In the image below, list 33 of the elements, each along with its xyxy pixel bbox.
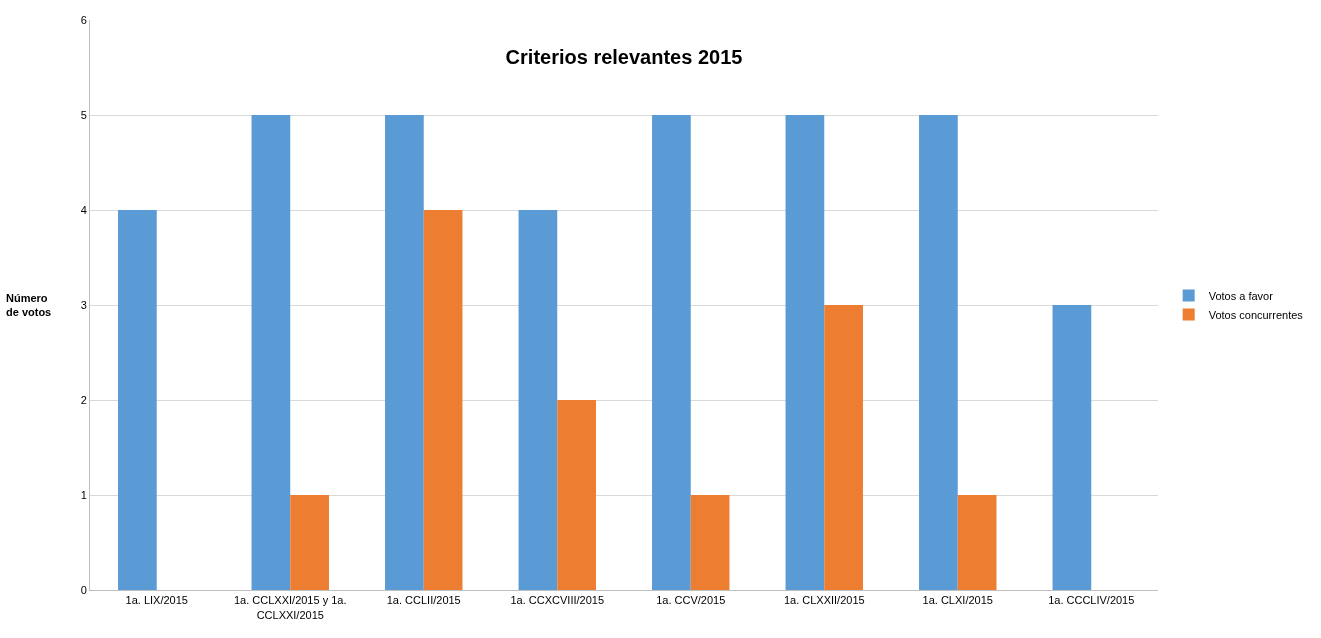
bar [824,305,863,590]
y-axis-title: Número de votos [6,292,52,319]
legend-label: Votos concurrentes [1208,308,1304,321]
bar [290,495,329,590]
bar [423,210,463,590]
y-tick-label: 5 [80,108,87,121]
x-tick-label: 1a. CCCLIV/2015 [1048,594,1135,607]
text: Criterios relevantes 2015 [505,46,743,69]
bar [251,115,291,590]
y-tick-label: 1 [80,488,87,501]
bar [957,495,997,590]
x-tick-label: 1a. CCLII/2015 [386,594,461,607]
bar [118,210,157,590]
y-tick-label: 3 [80,298,87,311]
bar [919,115,958,590]
x-tick-label: 1a. CCXCVIII/2015 [510,594,605,607]
bar [1052,305,1092,590]
bar [785,115,825,590]
bar [557,400,596,590]
bar [690,495,730,590]
x-tick-label: 1a. CLXXII/2015 [783,594,865,607]
x-tick-label: 1a. LIX/2015 [125,594,188,607]
x-tick-label: 1a. CCLXXI/2015 y 1a. CCLXXI/2015 [233,594,347,621]
y-tick-label: 2 [80,393,87,406]
legend-label: Votos a favor [1208,289,1274,302]
bar [518,210,558,590]
y-tick-label: 0 [80,583,87,596]
y-tick-label: 6 [80,13,87,26]
y-tick-label: 4 [80,203,87,216]
x-tick-label: 1a. CCV/2015 [656,594,726,607]
x-tick-label: 1a. CLXI/2015 [922,594,993,607]
bar [652,115,691,590]
bar [385,115,424,590]
